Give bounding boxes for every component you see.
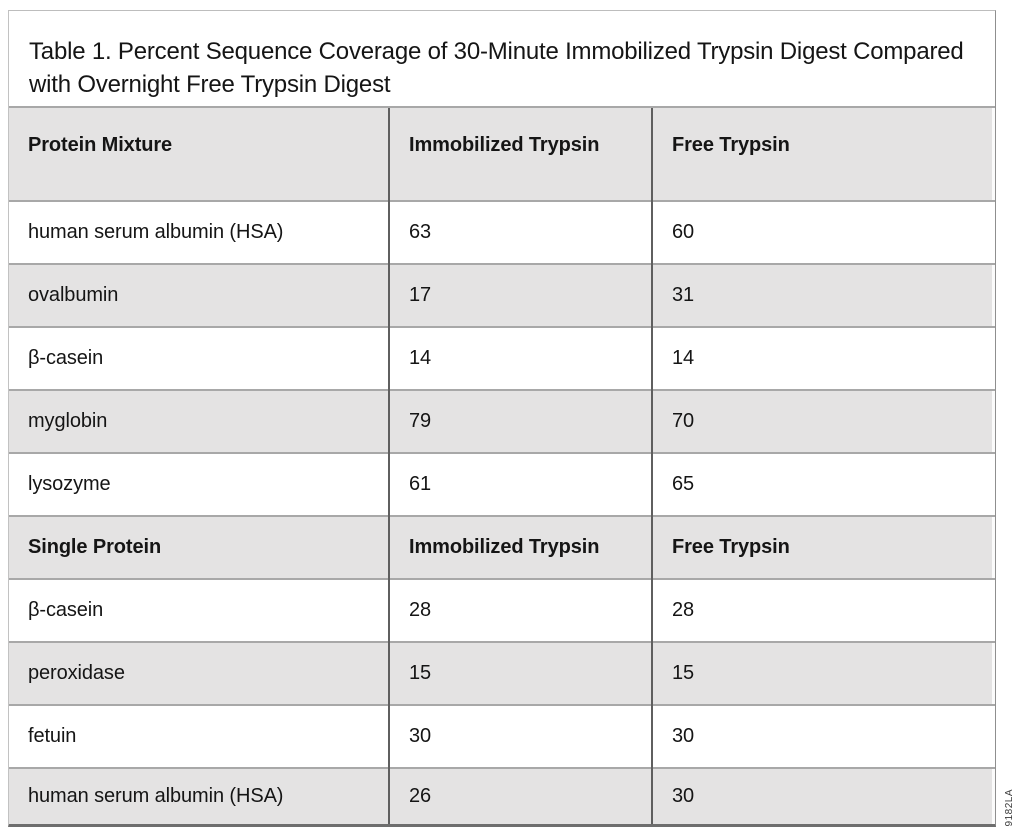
table-row: human serum albumin (HSA) 26 30 — [9, 767, 995, 824]
cell-immobilized-value: 63 — [388, 200, 652, 264]
cell-protein: fetuin — [9, 704, 389, 768]
cell-free-value: 30 — [651, 767, 995, 824]
cell-free-value: 70 — [651, 389, 995, 453]
table-row: fetuin 30 30 — [9, 704, 995, 768]
cell-immobilized-value: 28 — [388, 578, 652, 642]
table-row: ovalbumin 17 31 — [9, 263, 995, 327]
cell-immobilized-value: 17 — [388, 263, 652, 327]
cell-protein: myglobin — [9, 389, 389, 453]
cell-protein: β-casein — [9, 326, 389, 390]
column-header-free-trypsin: Free Trypsin — [651, 515, 995, 579]
cell-free-value: 60 — [651, 200, 995, 264]
column-header-single-protein: Single Protein — [9, 515, 389, 579]
cell-protein: peroxidase — [9, 641, 389, 705]
table-row: β-casein 28 28 — [9, 578, 995, 642]
cell-protein: lysozyme — [9, 452, 389, 516]
column-header-free-trypsin: Free Trypsin — [651, 108, 995, 201]
column-header-immobilized-trypsin: Immobilized Trypsin — [388, 108, 652, 201]
cell-protein: human serum albumin (HSA) — [9, 200, 389, 264]
cell-immobilized-value: 15 — [388, 641, 652, 705]
section-header-single-protein: Single Protein Immobilized Trypsin Free … — [9, 515, 995, 579]
cell-immobilized-value: 26 — [388, 767, 652, 824]
table-row: β-casein 14 14 — [9, 326, 995, 390]
section-header-protein-mixture: Protein Mixture Immobilized Trypsin Free… — [9, 108, 995, 201]
cell-free-value: 15 — [651, 641, 995, 705]
cell-immobilized-value: 61 — [388, 452, 652, 516]
cell-free-value: 65 — [651, 452, 995, 516]
cell-free-value: 31 — [651, 263, 995, 327]
column-header-protein-mixture: Protein Mixture — [9, 108, 389, 201]
cell-free-value: 14 — [651, 326, 995, 390]
table-title: Table 1. Percent Sequence Coverage of 30… — [9, 11, 995, 108]
cell-immobilized-value: 79 — [388, 389, 652, 453]
table-figure: Table 1. Percent Sequence Coverage of 30… — [8, 10, 996, 827]
cell-free-value: 28 — [651, 578, 995, 642]
part-number-label: 9182LA — [1004, 788, 1015, 826]
cell-immobilized-value: 30 — [388, 704, 652, 768]
cell-immobilized-value: 14 — [388, 326, 652, 390]
table-row: peroxidase 15 15 — [9, 641, 995, 705]
table-row: myglobin 79 70 — [9, 389, 995, 453]
cell-free-value: 30 — [651, 704, 995, 768]
cell-protein: ovalbumin — [9, 263, 389, 327]
table-row: lysozyme 61 65 — [9, 452, 995, 516]
cell-protein: β-casein — [9, 578, 389, 642]
cell-protein: human serum albumin (HSA) — [9, 767, 389, 824]
column-header-immobilized-trypsin: Immobilized Trypsin — [388, 515, 652, 579]
coverage-table: Protein Mixture Immobilized Trypsin Free… — [9, 108, 995, 824]
table-row: human serum albumin (HSA) 63 60 — [9, 200, 995, 264]
